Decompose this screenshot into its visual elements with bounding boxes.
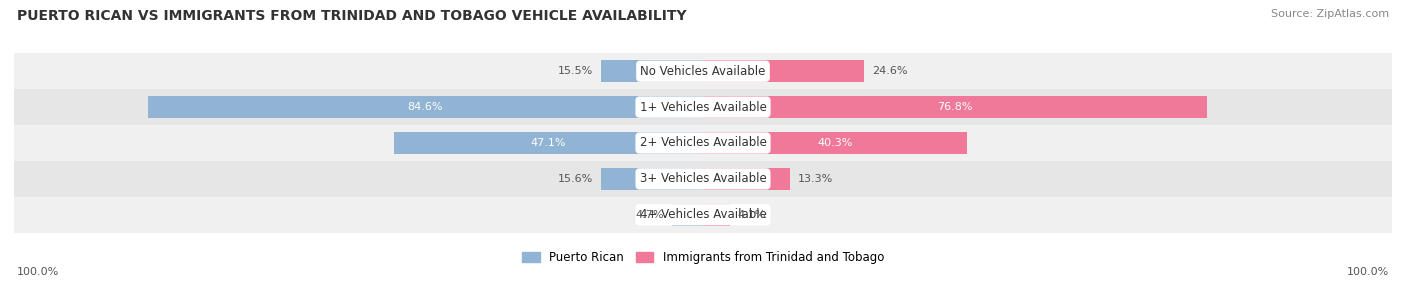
Text: No Vehicles Available: No Vehicles Available <box>640 65 766 78</box>
Text: 40.3%: 40.3% <box>817 138 853 148</box>
FancyBboxPatch shape <box>14 53 1392 89</box>
Text: 76.8%: 76.8% <box>938 102 973 112</box>
Text: 2+ Vehicles Available: 2+ Vehicles Available <box>640 136 766 150</box>
Bar <box>703 96 1206 118</box>
Bar <box>394 132 703 154</box>
Bar <box>703 168 790 190</box>
Text: 1+ Vehicles Available: 1+ Vehicles Available <box>640 101 766 114</box>
Bar <box>703 204 730 226</box>
Text: 100.0%: 100.0% <box>1347 267 1389 277</box>
Text: 84.6%: 84.6% <box>408 102 443 112</box>
Text: 47.1%: 47.1% <box>530 138 567 148</box>
Text: 15.6%: 15.6% <box>558 174 593 184</box>
Bar <box>148 96 703 118</box>
Bar <box>602 60 703 82</box>
Text: 13.3%: 13.3% <box>799 174 834 184</box>
Text: 24.6%: 24.6% <box>872 66 908 76</box>
Legend: Puerto Rican, Immigrants from Trinidad and Tobago: Puerto Rican, Immigrants from Trinidad a… <box>517 247 889 269</box>
Bar <box>672 204 703 226</box>
FancyBboxPatch shape <box>14 89 1392 125</box>
Text: 15.5%: 15.5% <box>558 66 593 76</box>
Text: 4+ Vehicles Available: 4+ Vehicles Available <box>640 208 766 221</box>
Bar <box>703 60 865 82</box>
FancyBboxPatch shape <box>14 197 1392 233</box>
FancyBboxPatch shape <box>14 125 1392 161</box>
Bar <box>600 168 703 190</box>
Text: 3+ Vehicles Available: 3+ Vehicles Available <box>640 172 766 185</box>
Text: 4.1%: 4.1% <box>738 210 766 220</box>
Text: 100.0%: 100.0% <box>17 267 59 277</box>
Text: Source: ZipAtlas.com: Source: ZipAtlas.com <box>1271 9 1389 19</box>
Text: PUERTO RICAN VS IMMIGRANTS FROM TRINIDAD AND TOBAGO VEHICLE AVAILABILITY: PUERTO RICAN VS IMMIGRANTS FROM TRINIDAD… <box>17 9 686 23</box>
FancyBboxPatch shape <box>14 161 1392 197</box>
Bar <box>703 132 967 154</box>
Text: 4.7%: 4.7% <box>636 210 664 220</box>
